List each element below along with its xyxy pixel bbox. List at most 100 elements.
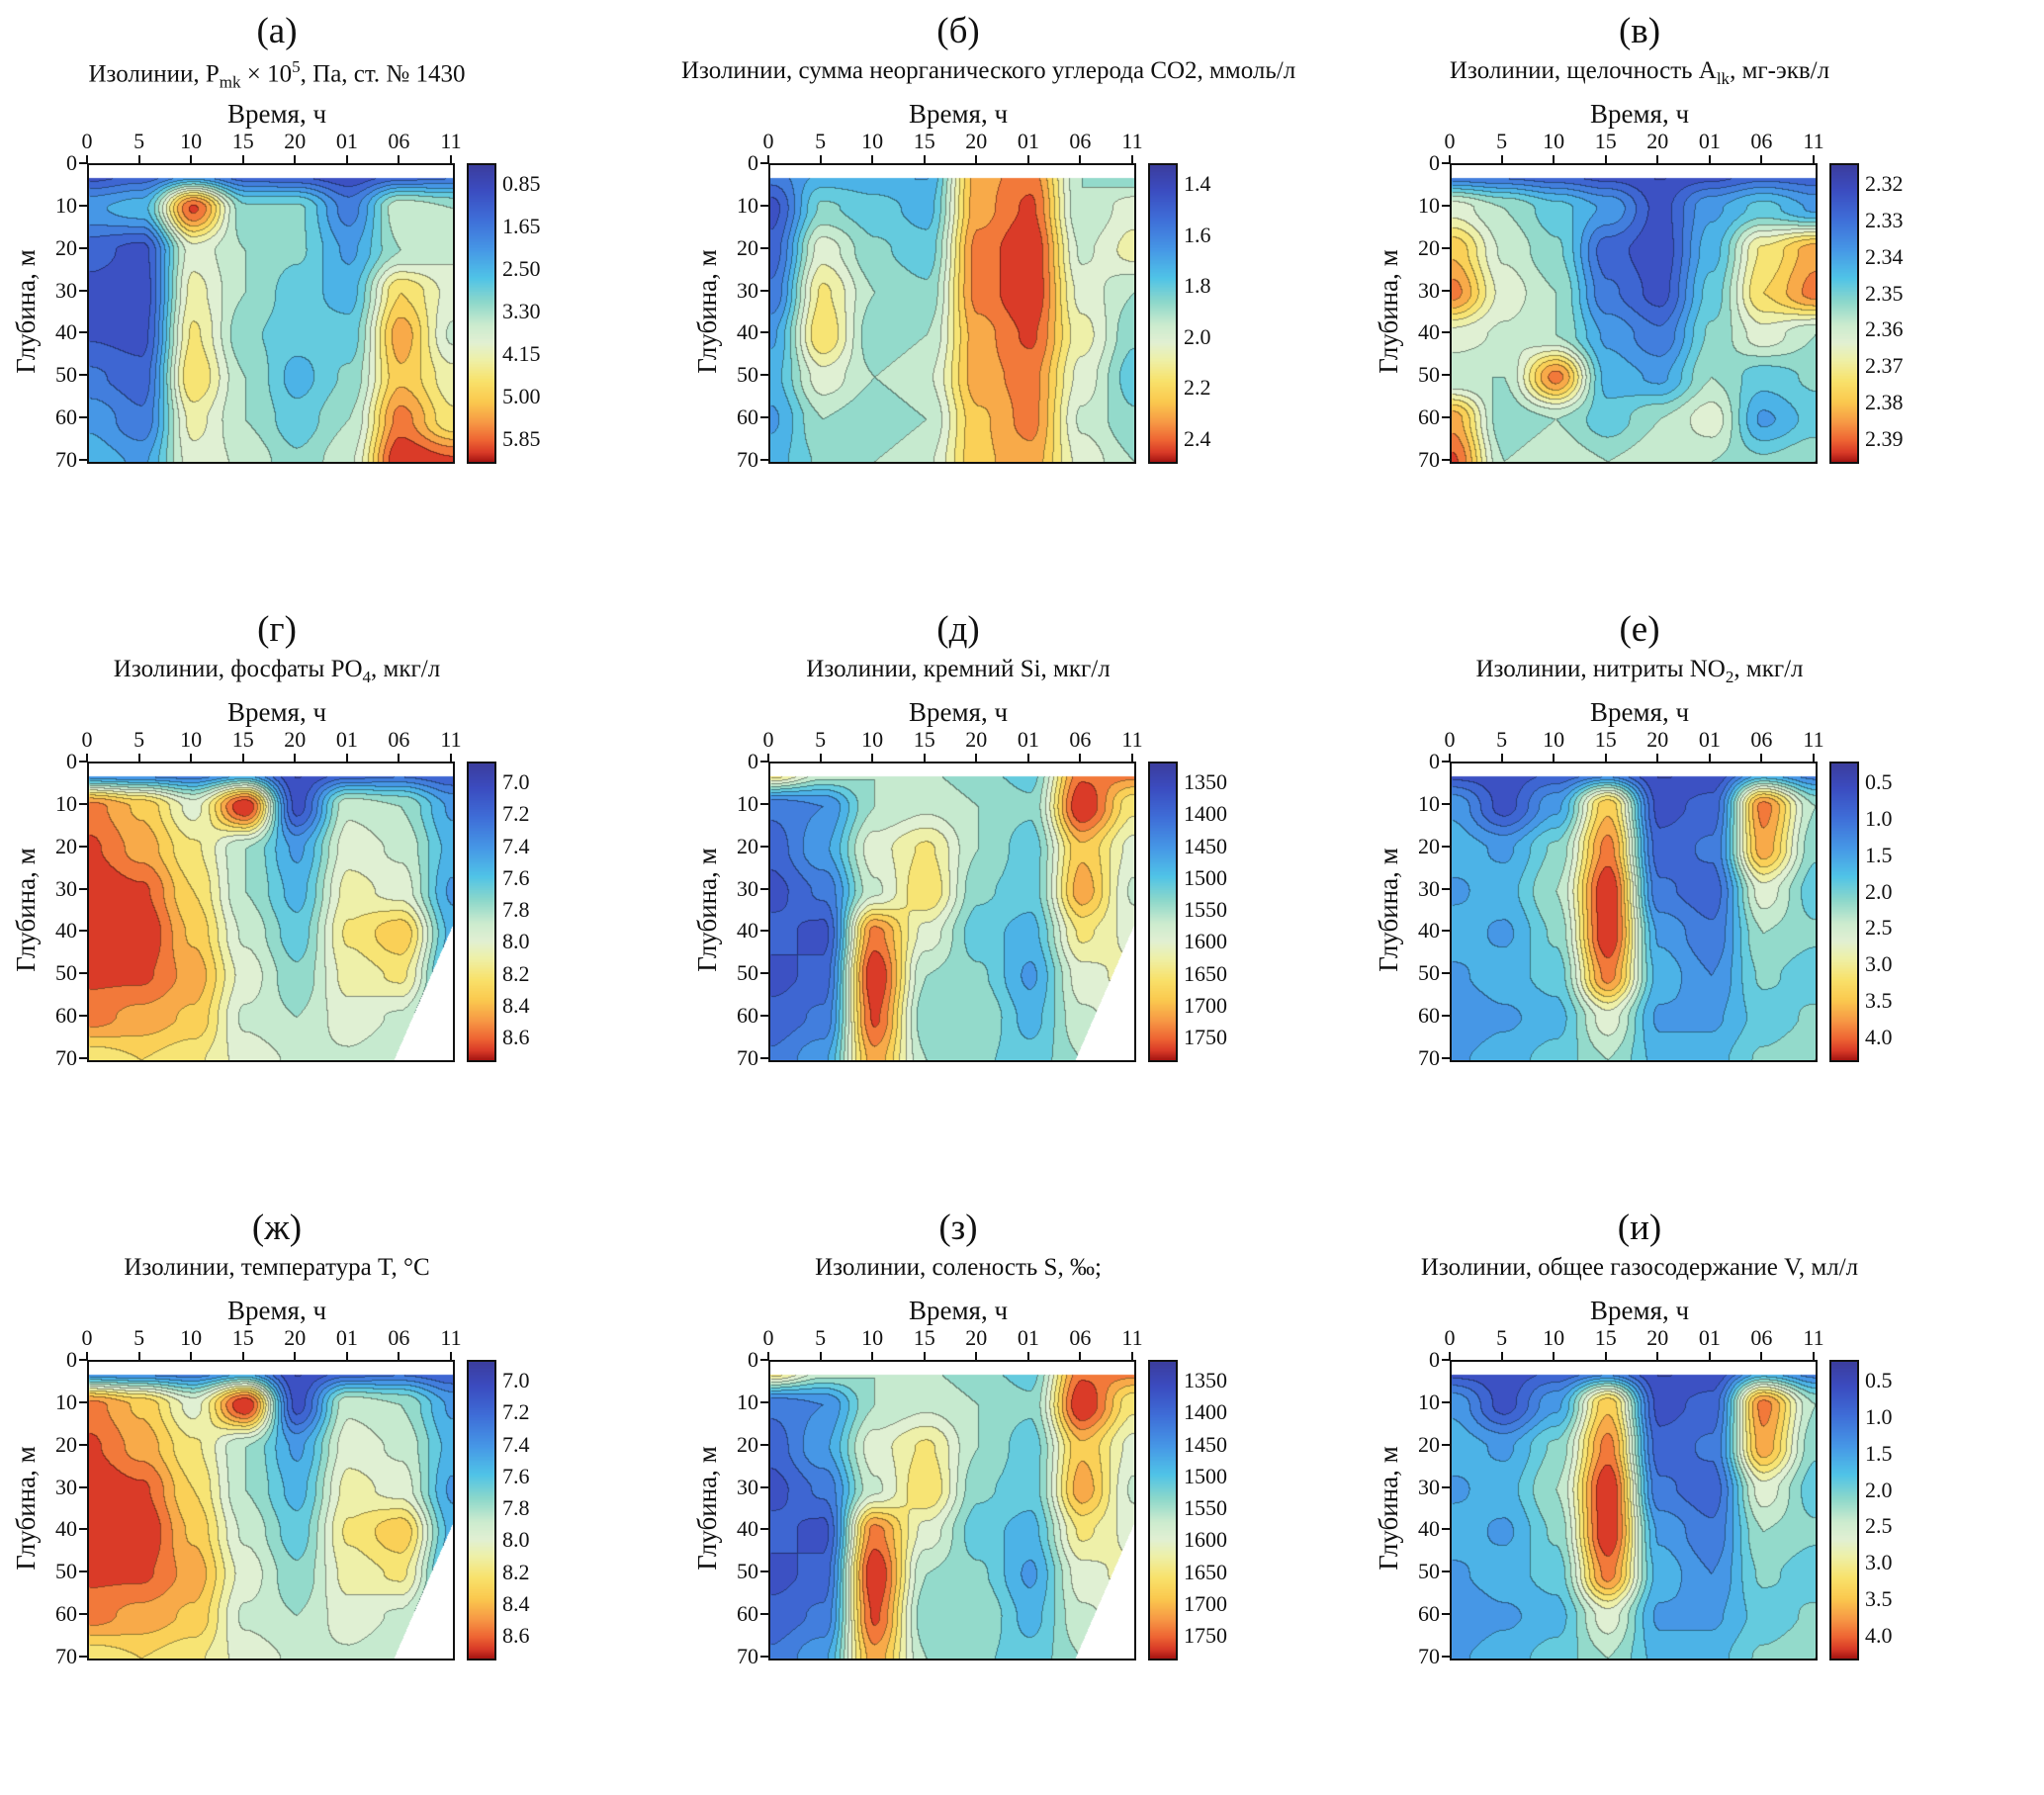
colorbar-tick-label: 2.36	[1865, 316, 1904, 342]
contour-panel: (в) Изолинии, щелочность Alk, мг-экв/л В…	[1363, 0, 2044, 598]
tick-mark	[190, 1352, 193, 1360]
x-tick-label: 01	[335, 727, 358, 752]
tick-mark	[1553, 1352, 1555, 1360]
x-axis-tick-labels: 0 5 10 15 20 01 06 11	[82, 727, 462, 752]
panel-title: Изолинии, фосфаты PO4, мкг/л	[113, 656, 441, 686]
tick-mark	[975, 1352, 978, 1360]
panel-letter: (а)	[256, 11, 298, 51]
colorbar-tick-label: 2.0	[1865, 878, 1893, 904]
y-tick-label: 10	[737, 192, 758, 218]
tick-mark	[1442, 845, 1450, 848]
x-tick-label: 06	[388, 727, 410, 752]
panel-letter: (е)	[1619, 609, 1660, 650]
tick-mark	[1708, 155, 1711, 163]
x-axis-label: Время, ч	[226, 99, 327, 129]
x-tick-label: 01	[1698, 727, 1721, 752]
y-axis-tick-labels: 0 10 20 30 40 50 60 70	[1390, 150, 1440, 472]
y-tick-label: 0	[1429, 1347, 1440, 1372]
colorbar-tick-label: 1600	[1184, 929, 1227, 954]
panel-letter: (д)	[936, 609, 980, 650]
contour-panel: (г) Изолинии, фосфаты PO4, мкг/л Время, …	[0, 598, 681, 1197]
y-tick-label: 50	[737, 960, 758, 986]
x-tick-label: 06	[1750, 1325, 1773, 1350]
contour-plot-area	[87, 1360, 455, 1660]
tick-mark	[1553, 754, 1555, 762]
panel-title: Изолинии, температура T, °C	[124, 1254, 430, 1281]
colorbar	[1148, 1360, 1178, 1660]
colorbar-tick-label: 2.38	[1865, 390, 1904, 415]
panel-title: Изолинии, нитриты NO2, мкг/л	[1475, 656, 1804, 686]
x-axis-tick-marks	[86, 1352, 452, 1360]
tick-mark	[819, 754, 822, 762]
y-tick-label: 60	[737, 1003, 758, 1029]
tick-mark	[79, 246, 87, 249]
colorbar-tick-label: 3.30	[502, 299, 541, 323]
tick-mark	[1449, 1352, 1451, 1360]
panel-title: Изолинии, сумма неорганического углерода…	[681, 57, 1296, 84]
tick-mark	[1656, 155, 1659, 163]
y-tick-label: 50	[737, 362, 758, 388]
colorbar-tick-label: 7.6	[502, 1463, 530, 1488]
tick-mark	[1604, 155, 1607, 163]
colorbar-tick-label: 1.4	[1184, 171, 1211, 196]
panel-title: Изолинии, общее газосодержание V, мл/л	[1420, 1254, 1859, 1281]
x-axis-label: Время, ч	[1589, 99, 1690, 129]
x-axis-label: Время, ч	[226, 1296, 327, 1325]
tick-mark	[760, 845, 768, 848]
x-tick-label: 01	[1698, 129, 1721, 153]
tick-mark	[86, 1352, 88, 1360]
tick-mark	[760, 1613, 768, 1616]
colorbar-tick-label: 4.15	[502, 341, 541, 366]
contour-plot-canvas	[1452, 1362, 1816, 1659]
x-tick-label: 01	[335, 129, 358, 153]
colorbar-canvas	[1150, 165, 1176, 462]
colorbar-tick-label: 1650	[1184, 960, 1227, 986]
contour-plot-canvas	[770, 165, 1134, 462]
colorbar-tick-label: 1550	[1184, 1495, 1227, 1520]
colorbar-tick-label: 7.8	[502, 1495, 530, 1520]
x-tick-label: 01	[1017, 1325, 1039, 1350]
y-tick-label: 50	[55, 1559, 77, 1584]
colorbar-tick-label: 8.6	[502, 1623, 530, 1648]
tick-mark	[1500, 1352, 1503, 1360]
tick-mark	[760, 930, 768, 933]
tick-mark	[760, 246, 768, 249]
x-tick-label: 5	[1496, 129, 1508, 153]
y-tick-label: 70	[1418, 1045, 1440, 1070]
tick-mark	[1442, 374, 1450, 377]
y-tick-label: 30	[55, 277, 77, 303]
colorbar-tick-label: 7.0	[502, 769, 530, 794]
colorbar-canvas	[469, 165, 494, 462]
y-tick-label: 60	[737, 1601, 758, 1627]
contour-plot-area	[87, 163, 455, 464]
tick-mark	[1079, 754, 1082, 762]
tick-mark	[760, 331, 768, 334]
colorbar-tick-label: 0.5	[1865, 1368, 1893, 1392]
x-axis-label: Время, ч	[908, 99, 1009, 129]
contour-plot-area	[1450, 163, 1818, 464]
colorbar-tick-label: 1750	[1184, 1025, 1227, 1049]
panel-letter: (б)	[936, 11, 980, 51]
x-axis-tick-marks	[767, 754, 1133, 762]
x-axis-label: Время, ч	[908, 697, 1009, 727]
y-tick-label: 10	[55, 790, 77, 816]
tick-mark	[137, 155, 140, 163]
x-tick-label: 0	[81, 129, 93, 153]
tick-mark	[1442, 1613, 1450, 1616]
colorbar	[467, 762, 496, 1062]
y-axis-tick-marks	[79, 1359, 87, 1658]
y-tick-label: 10	[1418, 1389, 1440, 1414]
tick-mark	[1604, 1352, 1607, 1360]
colorbar	[1829, 1360, 1859, 1660]
colorbar-tick-label: 1.5	[1865, 842, 1893, 867]
colorbar-tick-label: 2.37	[1865, 353, 1904, 379]
y-axis-tick-labels: 0 10 20 30 40 50 60 70	[709, 749, 758, 1070]
colorbar-tick-label: 7.8	[502, 897, 530, 922]
y-tick-label: 40	[1418, 319, 1440, 345]
y-tick-label: 20	[1418, 833, 1440, 858]
colorbar-tick-label: 3.5	[1865, 988, 1893, 1014]
y-tick-label: 40	[737, 918, 758, 943]
contour-plot-area	[1450, 762, 1818, 1062]
contour-panel: (б) Изолинии, сумма неорганического угле…	[681, 0, 1363, 598]
